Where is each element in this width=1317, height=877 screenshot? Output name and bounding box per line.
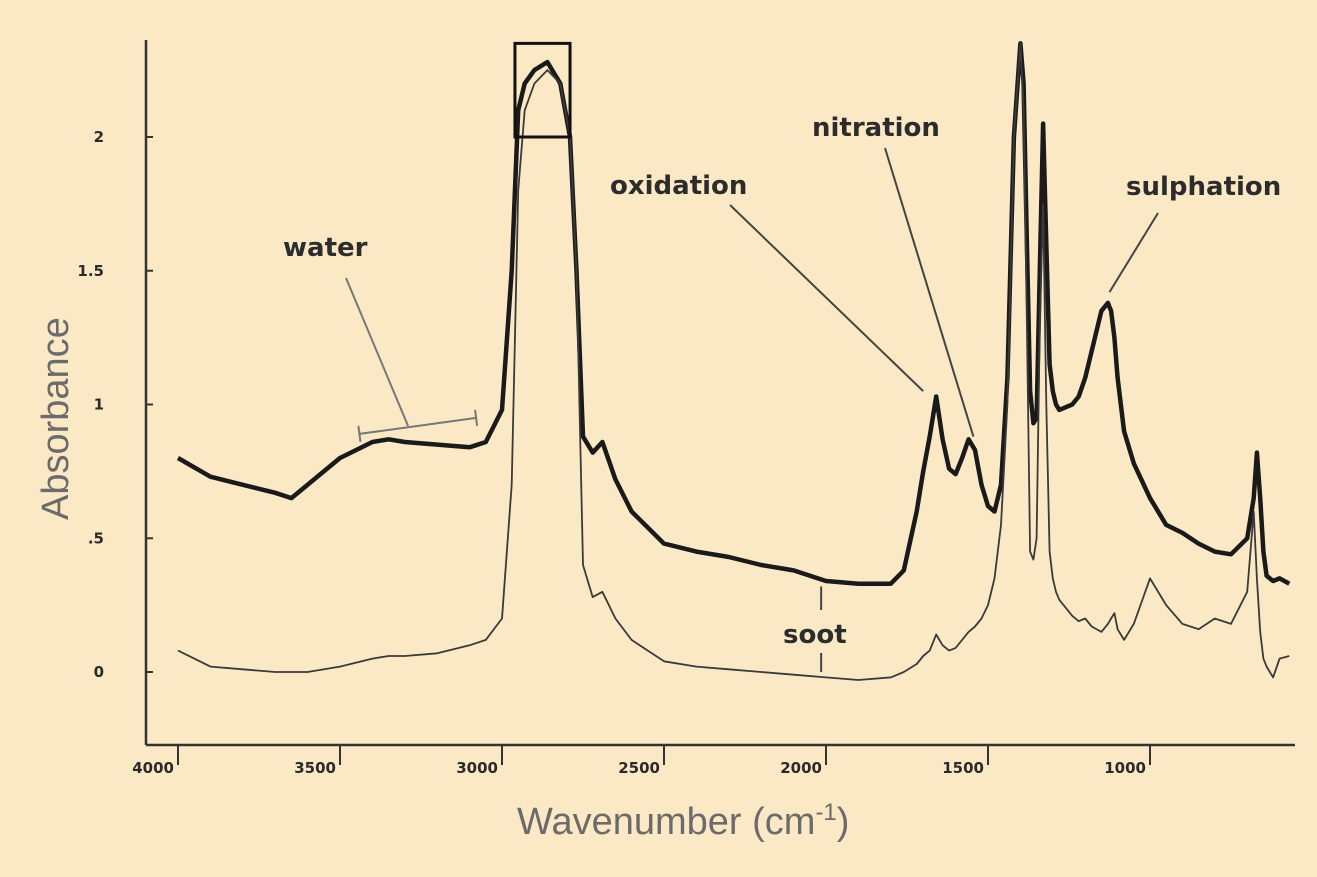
- y-tick-label: 2: [94, 128, 104, 146]
- annotations: water oxidation nitration sulphation soo…: [283, 113, 1281, 672]
- y-axis-title: Absorbance: [35, 317, 77, 520]
- x-tick-label: 3000: [456, 759, 498, 777]
- annotation-water: water: [283, 233, 368, 263]
- y-tick-label: 1.5: [77, 262, 104, 280]
- annotation-sulphation: sulphation: [1126, 172, 1281, 202]
- y-ticks: 0 .5 1 1.5 2: [77, 128, 153, 681]
- x-ticks: 4000 3500 3000 2500 2000 1500 1000: [132, 745, 1151, 777]
- series-group: [176, 41, 1291, 681]
- x-axis-title-superscript: -1: [815, 799, 836, 826]
- annotation-oxidation: oxidation: [610, 171, 747, 201]
- y-tick-label: 0: [94, 663, 104, 681]
- x-axis-title-main: Wavenumber (cm: [517, 801, 815, 843]
- x-tick-label: 4000: [132, 759, 174, 777]
- x-tick-label: 1000: [1104, 759, 1146, 777]
- x-tick-label: 3500: [294, 759, 336, 777]
- spectrum-line-reference: [177, 42, 1290, 681]
- annotation-soot: soot: [783, 620, 847, 650]
- axes: [144, 40, 1295, 747]
- sulphation-pointer-line: [1108, 212, 1159, 293]
- y-tick-label: .5: [88, 529, 104, 547]
- spectrum-line-used-oil: [176, 41, 1291, 586]
- oxidation-pointer-line: [729, 204, 924, 392]
- water-range-bracket: [357, 409, 479, 443]
- x-axis-title: Wavenumber (cm-1): [517, 799, 849, 843]
- x-tick-label: 1500: [942, 759, 984, 777]
- y-tick-label: 1: [94, 396, 104, 414]
- annotation-nitration: nitration: [812, 113, 940, 143]
- x-axis-title-close: ): [837, 801, 850, 843]
- x-tick-label: 2000: [780, 759, 822, 777]
- x-tick-label: 2500: [618, 759, 660, 777]
- nitration-pointer-line: [884, 147, 975, 437]
- water-pointer-line: [345, 277, 409, 427]
- saturation-box: [513, 41, 572, 139]
